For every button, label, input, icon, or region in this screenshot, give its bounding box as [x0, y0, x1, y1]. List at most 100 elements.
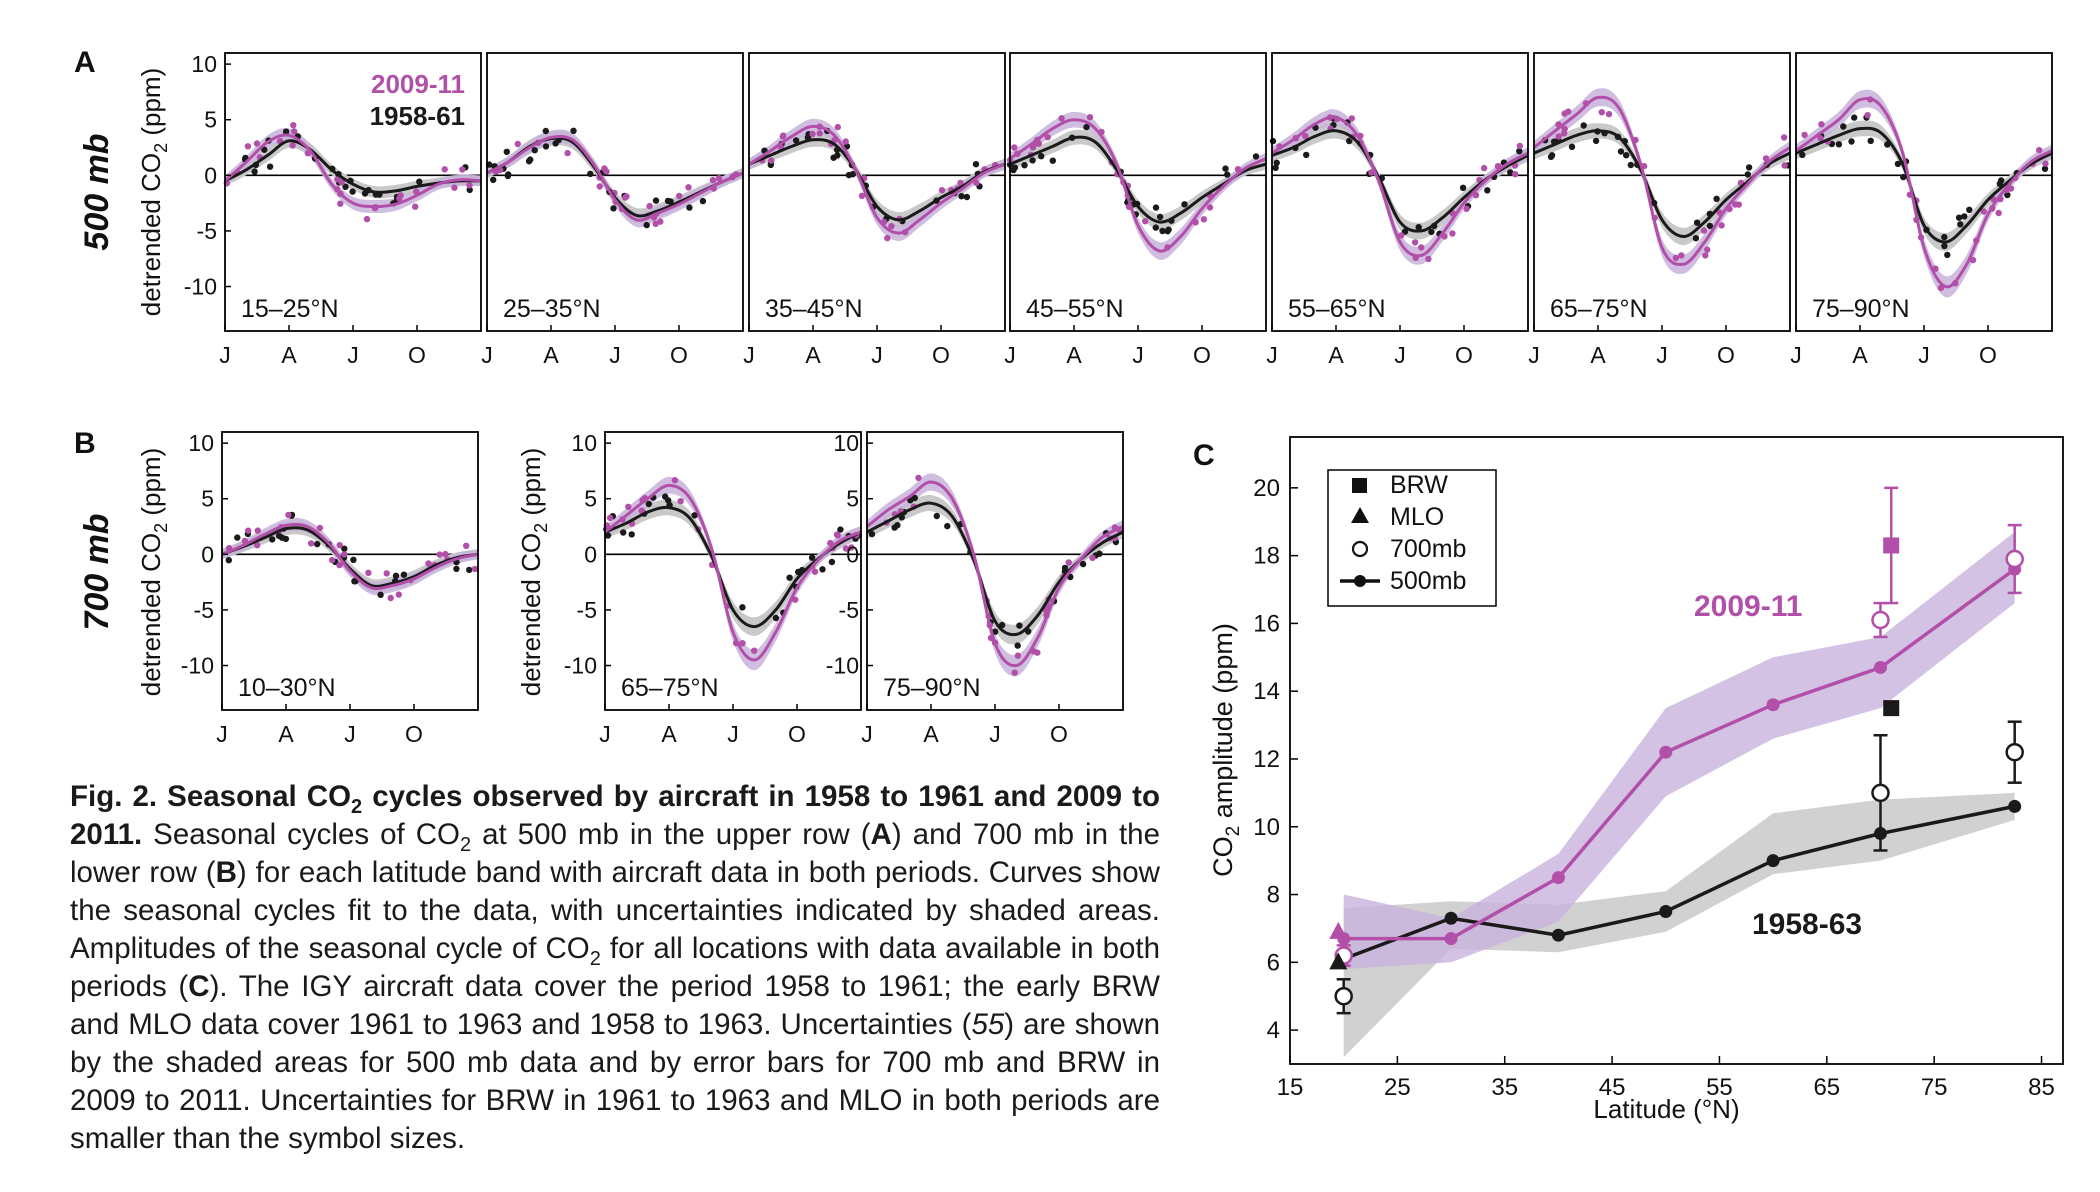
obs-dot-2009-11 — [1014, 652, 1022, 659]
fit-curve-1958-61 — [1795, 126, 2053, 244]
caption-body: Seasonal cycles of CO2 at 500 mb in the … — [70, 818, 1161, 1155]
700mb-1958-63-point — [2005, 742, 2024, 762]
obs-dot-2009-11 — [625, 503, 632, 510]
obs-dot-1958-61 — [1415, 224, 1422, 231]
obs-dot-2009-11 — [792, 596, 799, 603]
y-tick-label: -10 — [181, 653, 214, 679]
obs-dot-2009-11 — [1142, 218, 1149, 225]
obs-dot-1958-61 — [1273, 159, 1280, 166]
obs-dot-1958-61 — [525, 158, 533, 165]
obs-dot-2009-11 — [1368, 169, 1375, 176]
x-tick-label: A — [543, 342, 559, 368]
obs-dot-1958-61 — [1061, 564, 1069, 572]
x-tick-label: A — [805, 342, 821, 368]
row-a-500mb: J A J O -10 -5 0 5 10 15–25°N J A J O 25–35°N J A J O 35–45… — [74, 46, 2053, 368]
panel-c-amplitude: C 15 25 35 45 55 65 75 85 4 6 8 10 12 14 16 18 20 Latitude… — [1193, 436, 2064, 1124]
x-tick-label: J — [1918, 342, 1930, 368]
obs-dot-2009-11 — [623, 193, 630, 200]
legend-entry-700mb: 700mb — [1390, 535, 1466, 563]
seasonal-panel-25–35°N: J A J O 25–35°N — [481, 52, 744, 368]
obs-dot-2009-11 — [973, 179, 980, 187]
obs-dot-2009-11 — [1480, 164, 1488, 172]
obs-dot-2009-11 — [646, 202, 653, 210]
700mb-2009-11-point — [2005, 549, 2024, 569]
y-tick-label: 10 — [571, 430, 597, 456]
x-tick-label: A — [1590, 342, 1606, 368]
obs-dot-2009-11 — [1781, 162, 1788, 169]
x-tick-label: J — [219, 342, 231, 368]
brw-1961-63-point — [1883, 700, 1900, 717]
obs-dot-2009-11 — [245, 527, 252, 534]
x-tick-label: O — [1050, 721, 1068, 747]
obs-dot-1958-61 — [490, 176, 497, 183]
latitude-band-label: 55–65°N — [1288, 295, 1386, 323]
obs-dot-1958-61 — [466, 566, 473, 574]
fit-curve-2009-11 — [1533, 95, 1791, 267]
obs-dot-2009-11 — [244, 143, 252, 150]
obs-dot-2009-11 — [328, 556, 336, 564]
obs-dot-1958-61 — [503, 148, 510, 155]
x-tick-label: J — [481, 342, 493, 368]
obs-dot-2009-11 — [1718, 222, 1725, 229]
obs-dot-1958-61 — [620, 529, 627, 536]
obs-dot-2009-11 — [842, 138, 849, 145]
obs-dot-1958-61 — [2041, 165, 2049, 172]
obs-dot-1958-61 — [1484, 187, 1491, 194]
fit-curve-2009-11 — [1795, 97, 2053, 289]
obs-dot-2009-11 — [1735, 201, 1743, 208]
x-tick-label: 85 — [2028, 1074, 2055, 1101]
obs-dot-1958-61 — [652, 197, 660, 204]
panel-letter-c: C — [1193, 439, 1215, 472]
x-tick-label: J — [609, 342, 621, 368]
obs-dot-2009-11 — [1969, 256, 1977, 264]
obs-dot-2009-11 — [412, 203, 419, 210]
obs-dot-1958-61 — [1966, 206, 1973, 213]
obs-dot-1958-61 — [1840, 123, 1847, 130]
fit-curve-2009-11 — [224, 133, 482, 209]
fit-curve-2009-11 — [486, 134, 744, 222]
legend-symbol-700mb — [1351, 540, 1369, 558]
obs-dot-1958-61 — [392, 572, 400, 579]
obs-dot-1958-61 — [1706, 222, 1714, 230]
obs-dot-2009-11 — [1672, 254, 1680, 262]
y-tick-label: 0 — [204, 162, 217, 188]
mlo-2009-11-point — [1329, 921, 1348, 939]
obs-dot-2009-11 — [606, 514, 614, 522]
amplitude-point-1958-63 — [1659, 904, 1673, 918]
y-tick-label: 5 — [201, 486, 214, 512]
obs-dot-2009-11 — [842, 545, 850, 552]
plot-frame — [1795, 52, 2053, 332]
obs-dot-2009-11 — [1011, 669, 1018, 676]
obs-dot-1958-61 — [282, 128, 290, 135]
seasonal-panel-75–90°N: J A J O -10 -5 0 5 10 75–90°N — [826, 430, 1124, 747]
obs-dot-2009-11 — [596, 183, 603, 190]
obs-dot-2009-11 — [858, 192, 866, 199]
amplitude-point-2009-11 — [1551, 871, 1565, 885]
fit-curve-2009-11 — [866, 480, 1124, 668]
obs-dot-1958-61 — [1745, 164, 1753, 171]
y-tick-label: -5 — [577, 597, 597, 623]
obs-dot-1958-61 — [1224, 171, 1231, 178]
obs-dot-2009-11 — [1762, 155, 1770, 162]
legend-1958-61: 1958-61 — [370, 101, 465, 131]
x-tick-label: O — [1979, 342, 1997, 368]
obs-dot-1958-61 — [1835, 141, 1843, 148]
x-tick-label: J — [1790, 342, 1802, 368]
obs-dot-1958-61 — [400, 571, 408, 578]
obs-dot-1958-61 — [1038, 153, 1045, 160]
obs-dot-2009-11 — [657, 218, 664, 225]
legend-entry-MLO: MLO — [1390, 503, 1444, 531]
obs-dot-1958-61 — [643, 221, 650, 229]
obs-dot-1958-61 — [1252, 153, 1260, 160]
fit-curve-2009-11 — [221, 522, 479, 591]
obs-dot-2009-11 — [1598, 109, 1606, 116]
obs-dot-2009-11 — [915, 474, 922, 482]
obs-dot-2009-11 — [365, 569, 372, 576]
legend: BRW MLO 700mb 500mb — [1327, 469, 1497, 607]
obs-dot-1958-61 — [1156, 213, 1164, 221]
obs-dot-2009-11 — [1780, 134, 1788, 141]
uncertainty-band-2009-11 — [605, 476, 861, 671]
obs-dot-1958-61 — [686, 204, 693, 211]
obs-dot-2009-11 — [291, 128, 298, 135]
uncertainty-band-1958-61 — [1010, 129, 1266, 230]
